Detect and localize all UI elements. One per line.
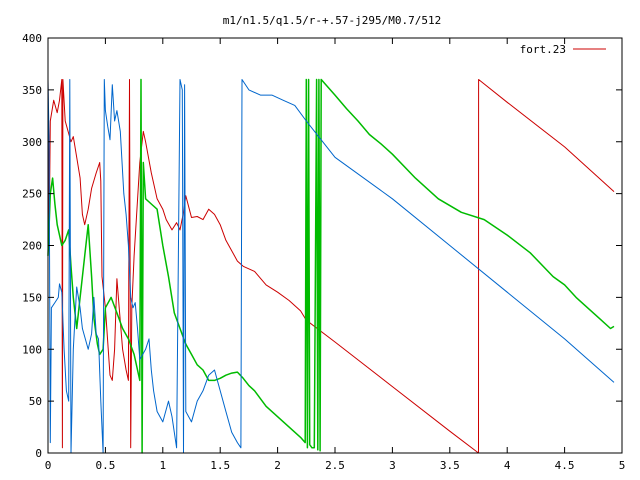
plot-area [47,78,615,454]
legend: fort.23 [520,43,606,56]
x-tick-label: 1 [159,459,166,472]
y-tick-label: 300 [22,136,42,149]
y-tick-label: 250 [22,188,42,201]
x-tick-label: 3.5 [440,459,460,472]
x-tick-label: 2.5 [325,459,345,472]
y-tick-label: 200 [22,240,42,253]
y-tick-label: 400 [22,32,42,45]
series-line-fort.23 [47,79,615,454]
y-tick-label: 0 [35,447,42,460]
series-line-series-3 [47,79,615,454]
legend-label: fort.23 [520,43,566,56]
x-tick-label: 5 [619,459,626,472]
y-tick-label: 350 [22,84,42,97]
y-tick-label: 100 [22,343,42,356]
x-tick-label: 3 [389,459,396,472]
y-tick-label: 50 [29,395,42,408]
x-tick-label: 4.5 [555,459,575,472]
x-tick-label: 1.5 [210,459,230,472]
x-tick-label: 2 [274,459,281,472]
x-tick-label: 4 [504,459,511,472]
chart-title: m1/n1.5/q1.5/r-+.57-j295/M0.7/512 [223,14,442,27]
x-tick-label: 0.5 [95,459,115,472]
x-tick-label: 0 [45,459,52,472]
y-tick-label: 150 [22,291,42,304]
axes: 0 0.5 1 1.5 2 2.5 3 3.5 4 4.5 50501001502002503003… [22,32,625,472]
